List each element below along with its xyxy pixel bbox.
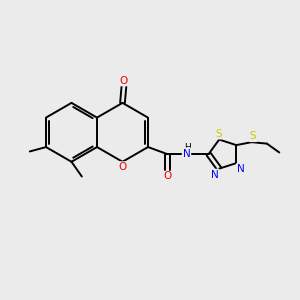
Text: N: N [211,169,219,180]
Text: O: O [118,162,127,172]
Text: H: H [184,143,191,152]
Text: S: S [215,129,222,139]
Text: O: O [120,76,128,85]
Text: N: N [237,164,244,174]
Text: O: O [163,172,172,182]
Text: N: N [183,148,190,158]
Text: S: S [250,131,256,141]
